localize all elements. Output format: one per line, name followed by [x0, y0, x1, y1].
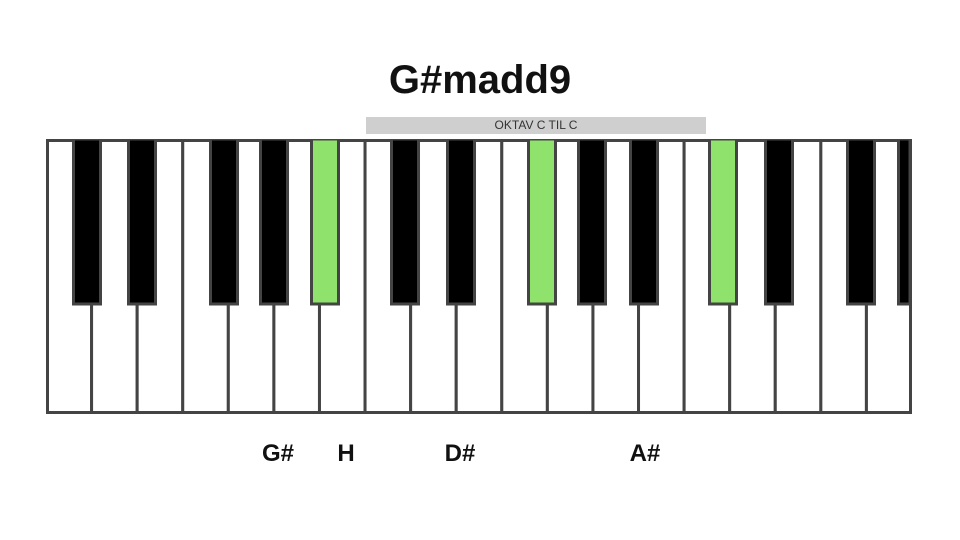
black-key-f-sharp[interactable] — [259, 139, 289, 306]
black-key-a-sharp[interactable] — [72, 139, 102, 306]
black-key-a-sharp[interactable] — [390, 139, 420, 306]
octave-range-bar: OKTAV C TIL C — [366, 117, 706, 134]
black-key-f-sharp[interactable] — [897, 139, 912, 306]
note-label-h: H — [337, 440, 355, 467]
black-key-a-sharp-highlighted[interactable] — [708, 139, 738, 306]
note-label-g-sharp: G# — [261, 440, 294, 467]
black-key-d-sharp-highlighted[interactable] — [527, 139, 557, 306]
piano-keyboard-svg — [46, 139, 912, 414]
note-label-d-sharp: D# — [444, 440, 476, 467]
black-key-c-sharp[interactable] — [127, 139, 157, 306]
black-key-g-sharp[interactable] — [629, 139, 659, 306]
piano-keyboard — [46, 139, 912, 414]
black-key-c-sharp[interactable] — [764, 139, 794, 306]
black-key-d-sharp[interactable] — [209, 139, 239, 306]
black-key-c-sharp[interactable] — [446, 139, 476, 306]
octave-range-label: OKTAV C TIL C — [494, 118, 578, 132]
black-key-f-sharp[interactable] — [577, 139, 607, 306]
note-label-a-sharp: A# — [629, 440, 661, 467]
black-key-d-sharp[interactable] — [846, 139, 876, 306]
black-key-g-sharp-highlighted[interactable] — [310, 139, 340, 306]
chord-title: G#madd9 — [388, 58, 572, 102]
